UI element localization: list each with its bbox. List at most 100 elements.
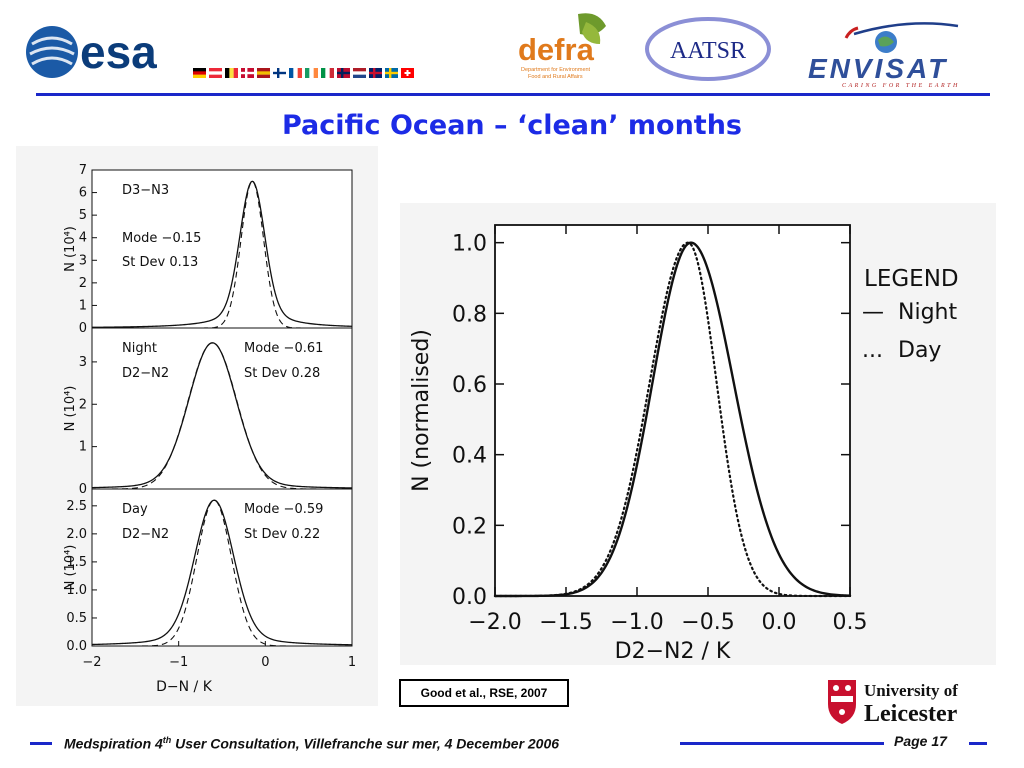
header-rule <box>36 93 990 96</box>
left-chart-panel: 0 1 2 3 4 5 6 7 N (10⁴) D3−N3 Mode −0.15 St Dev 0.1… <box>16 146 378 706</box>
series-line-dashed <box>92 499 352 647</box>
x-tick-label: 0.0 <box>762 610 797 635</box>
y-tick-label: 6 <box>79 186 87 201</box>
flag-ireland <box>305 68 318 78</box>
histogram-top: 0 1 2 3 4 5 6 7 N (10⁴) D3−N3 Mode −0.15 St Dev 0.1… <box>63 163 353 336</box>
y-tick-label: 0.5 <box>66 611 87 626</box>
y-tick-label: 7 <box>79 163 87 178</box>
flag-uk <box>369 68 382 78</box>
footer-suffix: User Consultation, Villefranche sur mer,… <box>171 735 560 752</box>
footer-superscript: th <box>162 735 172 745</box>
stdev-label: St Dev 0.13 <box>122 255 198 270</box>
y-axis-label: N (normalised) <box>409 329 434 492</box>
footer-dash-left <box>30 742 52 745</box>
envisat-tagline: CARING FOR THE EARTH <box>842 83 960 89</box>
y-tick-label: 2 <box>79 276 87 291</box>
footer-prefix: Medspiration 4 <box>64 735 163 752</box>
flag-italy <box>321 68 334 78</box>
panel-label: Night <box>122 341 157 356</box>
y-tick-label: 1 <box>79 298 87 313</box>
flag-norway <box>337 68 350 78</box>
esa-logo: esa <box>26 26 157 78</box>
legend-item-night: Night <box>898 300 957 325</box>
y-tick-label: 0.0 <box>66 639 87 654</box>
y-tick-label: 0.4 <box>452 444 487 469</box>
plot-frame <box>494 224 851 597</box>
flag-finland <box>273 68 286 78</box>
defra-wordmark: defra <box>518 32 595 67</box>
university-line-1: University of <box>864 681 958 700</box>
y-tick-label: 0.0 <box>452 585 487 610</box>
y-tick-label: 0.8 <box>452 302 487 327</box>
slide-title: Pacific Ocean – ‘clean’ months <box>281 110 742 141</box>
x-tick-label: −2 <box>82 655 101 670</box>
aatsr-logo: AATSR <box>645 17 771 81</box>
y-axis-label: N (10⁴) <box>63 545 78 591</box>
esa-wordmark: esa <box>80 26 157 78</box>
flag-netherlands <box>353 68 366 78</box>
y-tick-label: 3 <box>79 253 87 268</box>
y-axis-label: N (10⁴) <box>63 226 78 272</box>
mode-label: Mode −0.59 <box>244 502 323 517</box>
x-tick-label: −1.0 <box>610 610 663 635</box>
y-tick-label: 2.5 <box>66 499 87 514</box>
y-tick-label: 0 <box>79 482 87 497</box>
defra-logo: defra Department for Environment Food an… <box>518 13 606 80</box>
y-tick-label: 1.0 <box>66 583 87 598</box>
flag-france <box>289 68 302 78</box>
y-tick-label: 4 <box>79 231 87 246</box>
defra-subtitle-2: Food and Rural Affairs <box>528 74 583 80</box>
x-axis-label: D2−N2 / K <box>615 639 731 664</box>
y-tick-label: 1.0 <box>452 232 487 257</box>
university-of-leicester-logo: University of Leicester <box>828 680 958 726</box>
y-tick-label: 5 <box>79 208 87 223</box>
y-tick-label: 0.6 <box>452 373 487 398</box>
flag-sweden <box>385 68 398 78</box>
x-tick-label: −1.5 <box>539 610 592 635</box>
normalised-distribution-chart: 0.0 0.2 0.4 0.6 0.8 1.0 −2.0 −1.5 −1.0 −0.5 0.0 0.5… <box>409 224 959 664</box>
histogram-middle: 0 1 2 3 N (10⁴) Night D2−N2 Mode −0.61 St Dev 0.… <box>63 327 353 497</box>
y-tick-label: 2 <box>79 397 87 412</box>
y-tick-label: 0.2 <box>452 514 487 539</box>
aatsr-wordmark: AATSR <box>670 38 746 64</box>
series-line-dashed <box>92 342 352 490</box>
y-axis-label: N (10⁴) <box>63 386 78 432</box>
legend-title: LEGEND <box>864 266 959 292</box>
stdev-label: St Dev 0.28 <box>244 366 320 381</box>
x-axis-label: D−N / K <box>156 679 213 695</box>
series-line-day <box>493 241 852 598</box>
x-tick-label: 0.5 <box>833 610 868 635</box>
envisat-wordmark: ENVISAT <box>808 53 948 84</box>
y-tick-label: 1.5 <box>66 555 87 570</box>
mode-label: Mode −0.61 <box>244 341 323 356</box>
legend: LEGEND — Night... Day <box>862 266 959 363</box>
panel-sublabel: D2−N2 <box>122 366 169 381</box>
flag-belgium <box>225 68 238 78</box>
legend-symbol: — <box>862 300 884 325</box>
x-tick-label: 0 <box>261 655 269 670</box>
legend-item-day: Day <box>898 338 941 363</box>
footer-dash-right <box>969 742 987 745</box>
stacked-histograms: 0 1 2 3 4 5 6 7 N (10⁴) D3−N3 Mode −0.15 St Dev 0.1… <box>63 163 356 695</box>
y-tick-label: 1 <box>79 440 87 455</box>
defra-subtitle-1: Department for Environment <box>521 67 591 73</box>
flag-austria <box>209 68 222 78</box>
normalised-plot: 0.0 0.2 0.4 0.6 0.8 1.0 −2.0 −1.5 −1.0 −0.5 0.0 0.5… <box>409 224 868 664</box>
page-number: Page 17 <box>894 733 947 749</box>
footer-text: Medspiration 4th User Consultation, Vill… <box>64 735 559 752</box>
x-tick-label: −1 <box>169 655 188 670</box>
right-chart-panel: 0.0 0.2 0.4 0.6 0.8 1.0 −2.0 −1.5 −1.0 −0.5 0.0 0.5… <box>400 203 996 665</box>
flag-switzerland <box>401 68 414 78</box>
mode-label: Mode −0.15 <box>122 231 201 246</box>
stdev-label: St Dev 0.22 <box>244 527 320 542</box>
y-tick-label: 2.0 <box>66 527 87 542</box>
legend-symbol: ... <box>862 338 883 363</box>
envisat-logo: ENVISAT CARING FOR THE EARTH <box>808 22 960 89</box>
flag-germany <box>193 68 206 78</box>
x-tick-label: 1 <box>348 655 356 670</box>
footer-dash-middle <box>680 742 884 745</box>
histogram-bottom: 0.0 0.5 1.0 1.5 2.0 2.5 −2 −1 0 1 D−N / K N (10⁴) Da… <box>63 488 356 695</box>
y-tick-label: 0 <box>79 321 87 336</box>
panel-label: Day <box>122 502 148 517</box>
y-tick-label: 3 <box>79 355 87 370</box>
